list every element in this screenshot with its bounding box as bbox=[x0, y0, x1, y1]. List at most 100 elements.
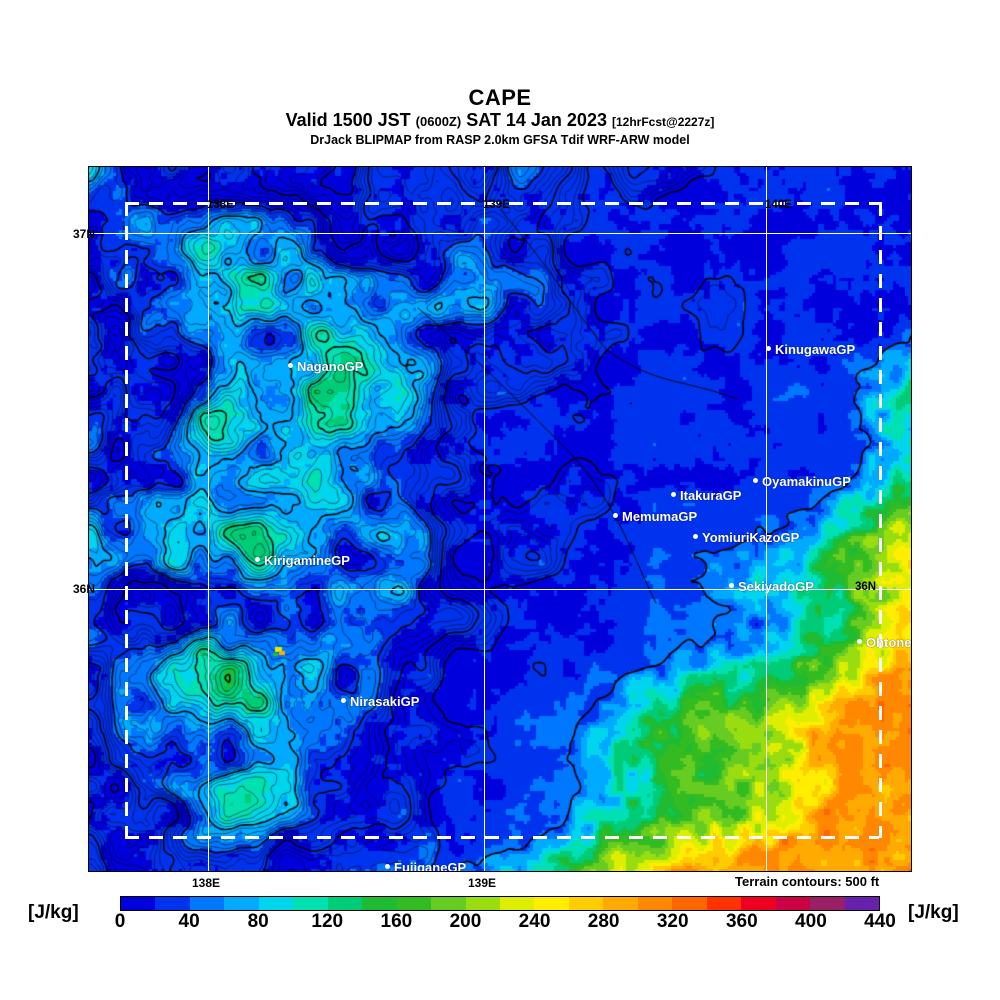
colorbar-segment bbox=[258, 897, 294, 910]
station-kinugawagp[interactable]: KinugawaGP bbox=[766, 341, 855, 359]
station-label: Ohtone bbox=[866, 635, 912, 651]
colorbar-tick-label: 120 bbox=[311, 911, 344, 932]
colorbar-segment bbox=[499, 897, 535, 910]
colorbar-tick-label: 240 bbox=[518, 911, 551, 932]
colorbar-segment bbox=[224, 897, 259, 910]
gridline-36n bbox=[89, 589, 911, 590]
map-grid-label-36n-right: 36N bbox=[855, 581, 877, 593]
station-fujiganegp[interactable]: FujiganeGP bbox=[385, 859, 467, 872]
map-grid-label: 138E bbox=[207, 199, 234, 211]
station-dot-icon bbox=[857, 639, 862, 645]
colorbar-tick-label: 160 bbox=[380, 911, 413, 932]
cape-raster bbox=[89, 167, 911, 871]
axis-label-138e: 138E bbox=[192, 876, 221, 890]
colorbar-segment bbox=[603, 897, 638, 910]
colorbar-segment bbox=[534, 897, 569, 910]
colorbar-segment bbox=[775, 897, 811, 910]
station-dot-icon bbox=[613, 513, 618, 519]
valid-time-main: Valid 1500 JST bbox=[285, 110, 411, 131]
station-label: NaganoGP bbox=[297, 359, 364, 375]
colorbar-tick-label: 320 bbox=[656, 911, 689, 932]
gridline-139e bbox=[484, 167, 485, 871]
colorbar-segment bbox=[189, 897, 225, 910]
colorbar-segment bbox=[672, 897, 707, 910]
station-dot-icon bbox=[766, 346, 771, 352]
cape-map[interactable]: 138E 139E 140E 36N NaganoGP KinugawaGP O… bbox=[88, 166, 912, 872]
station-ohtone[interactable]: Ohtone bbox=[857, 634, 912, 652]
station-itakuragp[interactable]: ItakuraGP bbox=[671, 487, 741, 505]
gridline-140e bbox=[766, 167, 767, 871]
gridline-138e bbox=[208, 167, 209, 871]
colorbar-unit-left: [J/kg] bbox=[28, 902, 79, 923]
colorbar-segment bbox=[465, 897, 500, 910]
terrain-contours-note: Terrain contours: 500 ft bbox=[735, 874, 880, 889]
station-dot-icon bbox=[385, 864, 390, 870]
domain-boundary-top bbox=[125, 202, 879, 205]
station-label: SekiyadoGP bbox=[738, 579, 814, 595]
colorbar-segments bbox=[120, 896, 880, 911]
colorbar-segment bbox=[396, 897, 432, 910]
station-label: FujiganeGP bbox=[394, 860, 467, 872]
station-dot-icon bbox=[255, 557, 260, 563]
colorbar-segment bbox=[568, 897, 604, 910]
colorbar-segment bbox=[637, 897, 673, 910]
colorbar-segment bbox=[844, 897, 879, 910]
station-label: ItakuraGP bbox=[680, 488, 742, 504]
domain-boundary-bottom bbox=[125, 836, 879, 839]
colorbar-segment bbox=[327, 897, 363, 910]
colorbar-unit-right: [J/kg] bbox=[908, 902, 959, 923]
colorbar-segment bbox=[362, 897, 397, 910]
domain-boundary-left bbox=[125, 202, 128, 838]
station-dot-icon bbox=[671, 492, 676, 498]
colorbar-segment bbox=[431, 897, 466, 910]
station-label: KinugawaGP bbox=[775, 342, 856, 358]
axis-label-139e: 139E bbox=[468, 876, 497, 890]
colorbar-segment bbox=[155, 897, 190, 910]
station-kirigaminegp[interactable]: KirigamineGP bbox=[255, 552, 350, 570]
gridline-37n bbox=[89, 233, 911, 234]
station-sekiyadogp[interactable]: SekiyadoGP bbox=[729, 578, 814, 596]
colorbar bbox=[120, 896, 880, 911]
station-oyamakinugp[interactable]: OyamakinuGP bbox=[753, 473, 851, 491]
station-label: MemumaGP bbox=[622, 509, 698, 525]
colorbar-tick-label: 0 bbox=[114, 911, 126, 932]
page-title: CAPE bbox=[468, 85, 532, 110]
colorbar-tick-label: 200 bbox=[449, 911, 482, 932]
colorbar-segment bbox=[741, 897, 776, 910]
axis-label-36n: 36N bbox=[73, 582, 96, 596]
valid-time-utc: (0600Z) bbox=[415, 114, 462, 130]
model-source-line: DrJack BLIPMAP from RASP 2.0km GFSA Tdif… bbox=[310, 132, 690, 147]
map-grid-label: 140E bbox=[765, 199, 792, 211]
station-nirasakigp[interactable]: NirasakiGP bbox=[341, 693, 419, 711]
colorbar-segment bbox=[706, 897, 742, 910]
station-dot-icon bbox=[729, 583, 734, 589]
station-dot-icon bbox=[693, 534, 698, 540]
station-dot-icon bbox=[288, 363, 293, 369]
valid-time-line: Valid 1500 JST (0600Z) SAT 14 Jan 2023 [… bbox=[0, 110, 1000, 131]
colorbar-segment bbox=[810, 897, 845, 910]
station-label: YomiuriKazoGP bbox=[702, 530, 800, 546]
title-block: CAPE Valid 1500 JST (0600Z) SAT 14 Jan 2… bbox=[0, 86, 1000, 147]
colorbar-tick-label: 440 bbox=[864, 911, 896, 932]
station-label: KirigamineGP bbox=[264, 553, 350, 569]
axis-label-37n: 37N bbox=[73, 227, 96, 241]
station-dot-icon bbox=[753, 478, 758, 484]
colorbar-tick-label: 80 bbox=[247, 911, 269, 932]
station-label: OyamakinuGP bbox=[762, 474, 851, 490]
colorbar-tick-label: 400 bbox=[795, 911, 827, 932]
station-dot-icon bbox=[341, 698, 346, 704]
colorbar-tick-label: 280 bbox=[587, 911, 620, 932]
colorbar-tick-label: 40 bbox=[178, 911, 200, 932]
colorbar-ticks: 0 40 80 120 160 200 240 280 320 360 400 440 bbox=[115, 911, 896, 937]
station-naganogp[interactable]: NaganoGP bbox=[288, 358, 363, 376]
station-memumagp[interactable]: MemumaGP bbox=[613, 508, 697, 526]
forecast-hour: [12hrFcst@2227z] bbox=[611, 115, 715, 130]
colorbar-segment bbox=[293, 897, 328, 910]
domain-boundary-right bbox=[879, 202, 882, 838]
valid-time-date: SAT 14 Jan 2023 bbox=[466, 110, 607, 131]
map-grid-label: 139E bbox=[483, 199, 510, 211]
colorbar-segment bbox=[121, 897, 156, 910]
colorbar-tick-label: 360 bbox=[725, 911, 758, 932]
station-yomiurikazogp[interactable]: YomiuriKazoGP bbox=[693, 529, 799, 547]
